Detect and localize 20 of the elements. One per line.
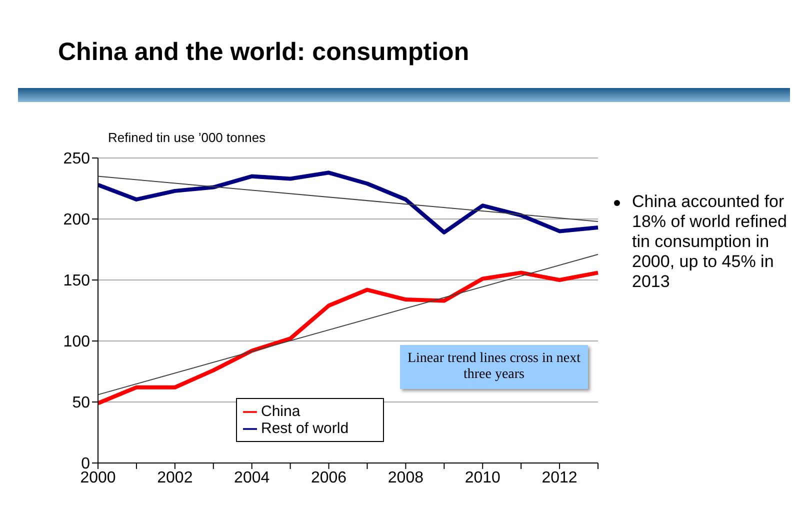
y-tick-label: 200 [63, 212, 90, 229]
y-tick-label: 150 [63, 272, 90, 290]
y-tick-label: 50 [72, 394, 90, 412]
line-series [96, 270, 600, 406]
x-tick-label: 2000 [80, 469, 116, 486]
x-tick-label: 2008 [388, 469, 424, 486]
chart-title: China and the world: consumption [58, 38, 470, 67]
legend-label: China [261, 403, 300, 420]
x-tick-label: 2004 [234, 469, 270, 486]
legend-label: Rest of world [261, 420, 349, 437]
x-tick-label: 2006 [310, 469, 347, 486]
y-axis-title: Refined tin use ’000 tonnes [108, 130, 266, 145]
x-tick-label: 2012 [542, 469, 578, 486]
x-tick-label: 2010 [464, 469, 501, 486]
y-tick-label: 250 [63, 150, 90, 168]
text: China accounted for 18% of world refined tin consumption in 2000, up to 45% in 2013 [632, 192, 788, 292]
x-tick-label: 2002 [157, 469, 193, 486]
line-series [96, 170, 600, 234]
annotation: Linear trend lines cross in next three years [400, 345, 588, 389]
y-tick-label: 100 [63, 334, 90, 351]
